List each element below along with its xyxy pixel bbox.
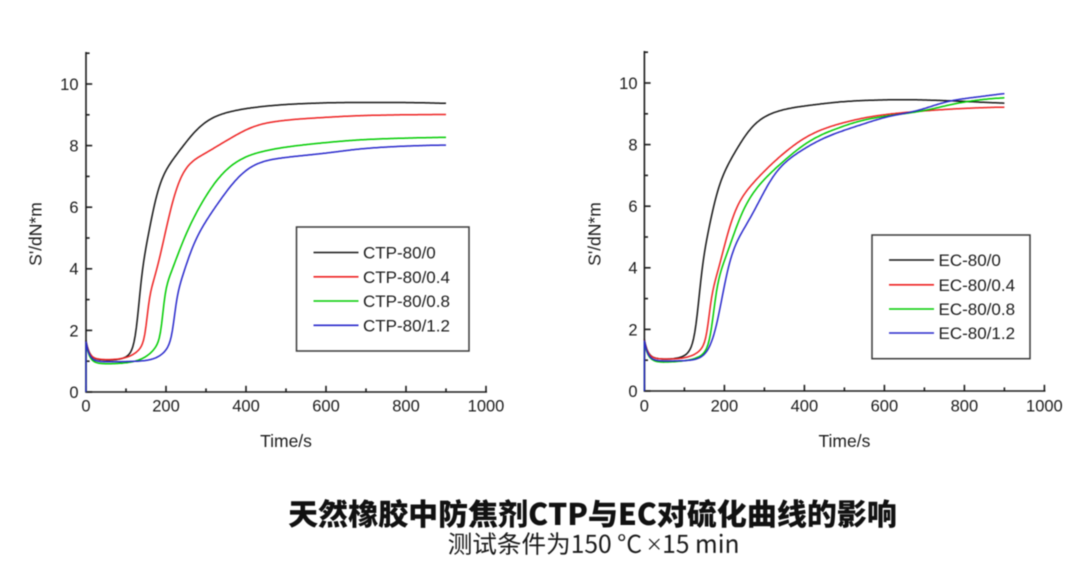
svg-text:10: 10 xyxy=(60,76,78,94)
svg-text:EC-80/0.8: EC-80/0.8 xyxy=(939,300,1016,319)
svg-text:EC-80/0.4: EC-80/0.4 xyxy=(939,276,1016,295)
svg-text:0: 0 xyxy=(628,383,637,401)
svg-text:S'/dN*m: S'/dN*m xyxy=(26,202,46,266)
svg-text:1000: 1000 xyxy=(468,398,505,416)
svg-text:800: 800 xyxy=(392,398,420,416)
svg-text:EC-80/1.2: EC-80/1.2 xyxy=(939,324,1016,343)
svg-text:400: 400 xyxy=(232,398,260,416)
svg-text:8: 8 xyxy=(69,138,78,156)
svg-text:S'/dN*m: S'/dN*m xyxy=(585,202,605,266)
svg-text:CTP-80/0: CTP-80/0 xyxy=(363,244,436,263)
svg-text:CTP-80/0.4: CTP-80/0.4 xyxy=(363,268,450,287)
svg-text:6: 6 xyxy=(69,199,78,217)
svg-text:0: 0 xyxy=(69,384,78,402)
svg-text:0: 0 xyxy=(640,398,649,416)
svg-text:2: 2 xyxy=(69,322,78,340)
svg-text:400: 400 xyxy=(791,398,819,416)
svg-text:CTP-80/0.8: CTP-80/0.8 xyxy=(363,292,450,311)
svg-text:600: 600 xyxy=(312,398,340,416)
svg-text:0: 0 xyxy=(81,398,90,416)
svg-text:Time/s: Time/s xyxy=(260,431,312,451)
svg-text:200: 200 xyxy=(711,398,739,416)
svg-text:600: 600 xyxy=(871,398,899,416)
svg-text:2: 2 xyxy=(628,321,637,339)
svg-text:4: 4 xyxy=(69,261,78,279)
svg-text:1000: 1000 xyxy=(1026,398,1063,416)
svg-text:6: 6 xyxy=(628,198,637,216)
svg-text:EC-80/0: EC-80/0 xyxy=(939,251,1001,270)
svg-text:CTP-80/1.2: CTP-80/1.2 xyxy=(363,316,450,335)
svg-text:800: 800 xyxy=(951,398,979,416)
svg-text:4: 4 xyxy=(628,260,637,278)
svg-text:8: 8 xyxy=(628,137,637,155)
svg-text:Time/s: Time/s xyxy=(818,431,870,451)
svg-text:200: 200 xyxy=(152,398,180,416)
svg-text:10: 10 xyxy=(619,75,637,93)
